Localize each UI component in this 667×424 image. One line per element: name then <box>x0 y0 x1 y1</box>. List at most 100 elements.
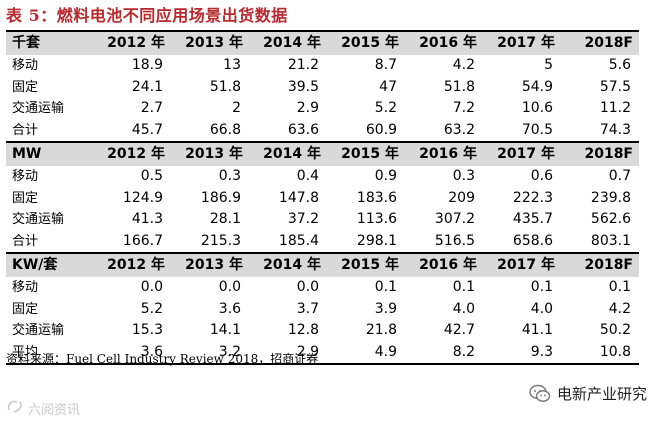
value-cell: 4.0 <box>530 300 553 317</box>
unit-header-cell: KW/套 <box>6 252 93 277</box>
value-cell: 63.6 <box>287 121 319 138</box>
value-cell: 8.2 <box>405 341 483 365</box>
table-row: 交通运输 2.7 2 2.9 5.2 7.2 10.6 11.2 <box>6 98 639 120</box>
year-header-cell: 2015 年 <box>327 30 405 55</box>
value-cell: 0.3 <box>218 168 241 185</box>
value-cell: 2 <box>232 100 241 117</box>
value-cell: 51.8 <box>209 78 241 95</box>
value-cell: 74.3 <box>599 121 631 138</box>
value-cell: 186.9 <box>200 189 241 206</box>
value-cell: 0.1 <box>452 279 475 296</box>
value-cell: 113.6 <box>356 211 397 228</box>
value-cell: 2.9 <box>296 100 319 117</box>
value-cell: 0.3 <box>452 168 475 185</box>
section-header-row: KW/套 2012 年 2013 年 2014 年 2015 年 2016 年 2017 年… <box>6 252 639 277</box>
year-header-cell: 2014 年 <box>249 141 327 166</box>
value-cell: 63.2 <box>443 121 475 138</box>
value-cell: 222.3 <box>512 189 553 206</box>
value-cell: 0.0 <box>296 279 319 296</box>
value-cell: 5.6 <box>608 57 631 74</box>
year-header-cell: 2018F <box>561 252 639 277</box>
value-cell: 0.6 <box>530 168 553 185</box>
year-header-cell: 2012 年 <box>93 141 171 166</box>
value-cell: 50.2 <box>599 322 631 339</box>
value-cell: 47 <box>379 78 397 95</box>
value-cell: 185.4 <box>278 232 319 249</box>
table-row: 合计 45.7 66.8 63.6 60.9 63.2 70.5 74.3 <box>6 120 639 143</box>
value-cell: 0.0 <box>140 279 163 296</box>
value-cell: 14.1 <box>209 322 241 339</box>
table-row: 固定 24.1 51.8 39.5 47 51.8 54.9 57.5 <box>6 77 639 99</box>
row-label-cell: 固定 <box>12 79 39 95</box>
value-cell: 3.6 <box>218 300 241 317</box>
value-cell: 124.9 <box>122 189 163 206</box>
row-label-cell: 平均 <box>6 341 93 365</box>
value-cell: 11.2 <box>599 100 631 117</box>
value-cell: 5.2 <box>140 300 163 317</box>
table-row: 移动 0.0 0.0 0.0 0.1 0.1 0.1 0.1 <box>6 277 639 299</box>
source-note: 资料来源：Fuel Cell Industry Review 2018，招商证券 <box>6 352 319 366</box>
value-cell: 4.2 <box>608 300 631 317</box>
value-cell: 70.5 <box>521 121 553 138</box>
value-cell: 28.1 <box>209 211 241 228</box>
logo-mark-icon <box>6 398 24 418</box>
table-row: 固定 5.2 3.6 3.7 3.9 4.0 4.0 4.2 <box>6 299 639 321</box>
value-cell: 42.7 <box>443 322 475 339</box>
value-cell: 183.6 <box>356 189 397 206</box>
value-cell: 18.9 <box>131 57 163 74</box>
year-header-cell: 2013 年 <box>171 252 249 277</box>
unit-header-cell: MW <box>6 141 93 166</box>
year-header-cell: 2017 年 <box>483 141 561 166</box>
value-cell: 0.7 <box>608 168 631 185</box>
value-cell: 7.2 <box>452 100 475 117</box>
value-cell: 0.9 <box>374 168 397 185</box>
table-row: 交通运输 15.3 14.1 12.8 21.8 42.7 41.1 50.2 <box>6 320 639 342</box>
value-cell: 10.8 <box>561 341 639 365</box>
value-cell: 0.1 <box>608 279 631 296</box>
wechat-icon <box>529 384 551 404</box>
section-header-row: MW 2012 年 2013 年 2014 年 2015 年 2016 年 2017 年 20… <box>6 141 639 166</box>
value-cell: 215.3 <box>200 232 241 249</box>
year-header-cell: 2015 年 <box>327 141 405 166</box>
unit-header-cell: 千套 <box>6 30 93 55</box>
year-header-cell: 2015 年 <box>327 252 405 277</box>
table-row: 固定 124.9 186.9 147.8 183.6 209 222.3 239.8 <box>6 188 639 210</box>
value-cell: 2.7 <box>140 100 163 117</box>
watermark-right-text: 电新产业研究 <box>556 385 647 403</box>
value-cell: 209 <box>448 189 475 206</box>
row-label-cell: 交通运输 <box>12 212 65 228</box>
section-header-row: 千套 2012 年 2013 年 2014 年 2015 年 2016 年 2017 年 20… <box>6 30 639 55</box>
value-cell: 0.5 <box>140 168 163 185</box>
value-cell: 803.1 <box>590 232 631 249</box>
value-cell: 562.6 <box>590 211 631 228</box>
value-cell: 3.6 <box>93 341 171 365</box>
value-cell: 307.2 <box>434 211 475 228</box>
value-cell: 435.7 <box>512 211 553 228</box>
year-header-cell: 2012 年 <box>93 252 171 277</box>
value-cell: 0.4 <box>296 168 319 185</box>
table-row: 交通运输 41.3 28.1 37.2 113.6 307.2 435.7 562.6 <box>6 209 639 231</box>
value-cell: 516.5 <box>434 232 475 249</box>
year-header-cell: 2018F <box>561 30 639 55</box>
value-cell: 54.9 <box>521 78 553 95</box>
value-cell: 9.3 <box>483 341 561 365</box>
value-cell: 13 <box>223 57 241 74</box>
value-cell: 57.5 <box>599 78 631 95</box>
watermark-right: 电新产业研究 <box>529 383 647 404</box>
year-header-cell: 2017 年 <box>483 30 561 55</box>
value-cell: 5.2 <box>374 100 397 117</box>
year-header-cell: 2014 年 <box>249 30 327 55</box>
table-row: 移动 0.5 0.3 0.4 0.9 0.3 0.6 0.7 <box>6 166 639 188</box>
year-header-cell: 2017 年 <box>483 252 561 277</box>
year-header-cell: 2016 年 <box>405 141 483 166</box>
row-label-cell: 合计 <box>12 233 39 249</box>
value-cell: 0.1 <box>374 279 397 296</box>
value-cell: 3.7 <box>296 300 319 317</box>
watermark-left-text: 六阅资讯 <box>28 402 81 418</box>
row-label-cell: 移动 <box>12 169 39 185</box>
value-cell: 21.2 <box>287 57 319 74</box>
value-cell: 166.7 <box>122 232 163 249</box>
value-cell: 2.9 <box>249 341 327 365</box>
value-cell: 147.8 <box>278 189 319 206</box>
shipment-table: 千套 2012 年 2013 年 2014 年 2015 年 2016 年 2017 年 20… <box>6 30 639 365</box>
